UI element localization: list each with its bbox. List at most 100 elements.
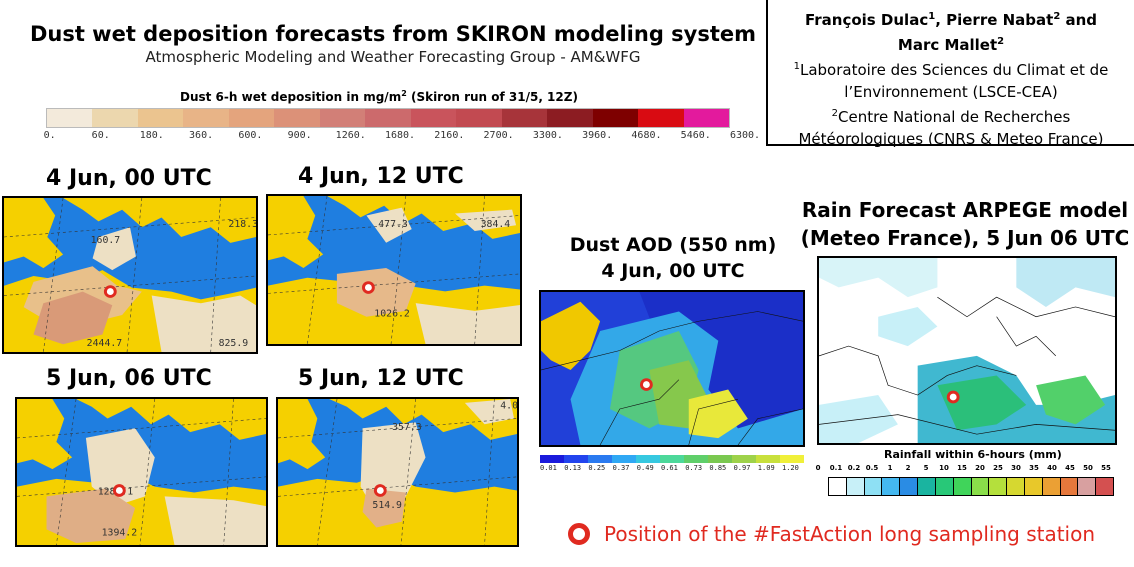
deposition-scale-swatch-9 bbox=[456, 109, 502, 127]
aod-scale-label: 0.97 bbox=[733, 464, 751, 472]
deposition-scale-label: 3300. bbox=[532, 130, 563, 141]
rain-scale-label: 1 bbox=[887, 464, 893, 472]
rain-scale-label: 45 bbox=[1065, 464, 1075, 472]
rain-scale-labels: 0 0.1 0.2 0.5 1 2 5 10 15 20 25 30 35 40 45 50 55 bbox=[815, 464, 1118, 474]
deposition-color-scale bbox=[46, 108, 730, 128]
rain-scale-swatch-4 bbox=[900, 478, 919, 495]
deposition-scale-swatch-0 bbox=[47, 109, 93, 127]
deposition-scale-label: 360. bbox=[189, 130, 214, 141]
rain-scale-swatch-11 bbox=[1024, 478, 1043, 495]
aod-scale-swatch-7 bbox=[708, 455, 732, 463]
aod-scale-label: 0.61 bbox=[661, 464, 678, 472]
aod-scale-label: 0.01 bbox=[540, 464, 557, 472]
deposition-scale-swatch-13 bbox=[638, 109, 684, 127]
deposition-scale-label: 3960. bbox=[582, 130, 613, 141]
rain-scale-label: 30 bbox=[1011, 464, 1021, 472]
page-title: Dust wet deposition forecasts from SKIRO… bbox=[29, 22, 757, 46]
rain-scale-swatch-15 bbox=[1096, 478, 1113, 495]
map-5jun-12: 357.3 4.0 514.9 bbox=[276, 397, 519, 547]
panel-label-4jun-00: 4 Jun, 00 UTC bbox=[46, 166, 212, 191]
legend-text: Position of the #FastAction long samplin… bbox=[604, 522, 1096, 546]
aod-scale-swatch-4 bbox=[636, 455, 660, 463]
station-marker-icon bbox=[946, 390, 960, 404]
aod-scale-label: 0.13 bbox=[564, 464, 582, 472]
rain-scale-swatch-2 bbox=[864, 478, 883, 495]
deposition-scale-swatch-2 bbox=[137, 109, 184, 127]
rain-scale-label: 20 bbox=[975, 464, 985, 472]
aod-scale-swatch-1 bbox=[564, 455, 588, 463]
deposition-scale-label: 60. bbox=[91, 130, 110, 141]
station-marker-icon bbox=[373, 484, 387, 497]
aod-scale-swatch-6 bbox=[684, 455, 708, 463]
aod-scale-label: 1.20 bbox=[782, 464, 799, 472]
rain-scale-label: 10 bbox=[939, 464, 949, 472]
panel-label-5jun-06: 5 Jun, 06 UTC bbox=[46, 366, 212, 391]
rain-scale-label: 0 bbox=[815, 464, 821, 472]
rain-scale-swatch-3 bbox=[882, 478, 901, 495]
station-marker-icon bbox=[568, 523, 590, 545]
authors-box: François Dulac1, Pierre Nabat2 and Marc … bbox=[766, 0, 1134, 148]
affiliation-2: 2Centre National de Recherches Météorolog… bbox=[798, 108, 1104, 148]
rain-scale-swatch-6 bbox=[935, 478, 954, 495]
deposition-scale-label: 2160. bbox=[434, 130, 465, 141]
rain-scale-label: 55 bbox=[1101, 464, 1111, 472]
deposition-scale-swatch-10 bbox=[501, 109, 548, 127]
aod-scale-label: 0.73 bbox=[685, 464, 703, 472]
deposition-scale-label: 180. bbox=[139, 130, 164, 141]
deposition-scale-swatch-7 bbox=[365, 109, 411, 127]
value-label: 1026.2 bbox=[374, 309, 410, 320]
station-legend: Position of the #FastAction long samplin… bbox=[568, 522, 1095, 546]
map-5jun-06: 1289.1 1394.2 bbox=[15, 397, 268, 547]
rain-scale-swatch-1 bbox=[846, 478, 865, 495]
rain-scale-swatch-12 bbox=[1042, 478, 1061, 495]
rain-scale-swatch-7 bbox=[953, 478, 972, 495]
aod-scale-label: 0.37 bbox=[612, 464, 630, 472]
aod-color-scale bbox=[540, 455, 804, 463]
deposition-scale-label: 6300. bbox=[729, 130, 761, 141]
deposition-scale-swatch-8 bbox=[410, 109, 457, 127]
aod-scale-swatch-10 bbox=[780, 455, 804, 463]
station-marker-icon bbox=[362, 281, 375, 294]
rain-scale-label: 5 bbox=[923, 464, 929, 472]
rain-scale-title: Rainfall within 6-hours (mm) bbox=[884, 448, 1062, 461]
value-label: 477.3 bbox=[378, 219, 408, 230]
aod-scale-label: 0.49 bbox=[636, 464, 654, 472]
page-subtitle: Atmospheric Modeling and Weather Forecas… bbox=[145, 48, 641, 66]
aod-scale-swatch-8 bbox=[732, 455, 756, 463]
value-label: 514.9 bbox=[372, 500, 402, 511]
map-4jun-00: 160.7 218.3 2444.7 825.9 bbox=[2, 196, 258, 354]
aod-scale-label: 0.85 bbox=[709, 464, 727, 472]
rain-scale-label: 0.5 bbox=[865, 464, 879, 472]
rain-scale-label: 2 bbox=[905, 464, 911, 472]
deposition-scale-labels: 0. 60. 180. 360. 600. 900. 1260. 1680. 2160. 2700… bbox=[43, 130, 766, 144]
rain-scale-swatch-0 bbox=[829, 478, 847, 495]
deposition-scale-swatch-14 bbox=[683, 109, 730, 127]
deposition-scale-swatch-3 bbox=[183, 109, 229, 127]
panel-label-4jun-12: 4 Jun, 12 UTC bbox=[298, 164, 464, 189]
deposition-scale-swatch-4 bbox=[228, 109, 275, 127]
rain-scale-label: 40 bbox=[1047, 464, 1057, 472]
value-label: 218.3 bbox=[228, 219, 256, 230]
affiliation-1: 1Laboratoire des Sciences du Climat et d… bbox=[793, 61, 1109, 101]
value-label: 160.7 bbox=[91, 235, 121, 246]
deposition-scale-swatch-11 bbox=[547, 109, 593, 127]
rain-scale-swatch-9 bbox=[989, 478, 1008, 495]
deposition-scale-label: 0. bbox=[43, 130, 56, 141]
map-4jun-12: 477.3 384.4 1026.2 bbox=[266, 194, 522, 346]
rain-scale-swatch-5 bbox=[918, 478, 936, 495]
rain-color-scale bbox=[828, 477, 1114, 496]
rain-scale-label: 50 bbox=[1083, 464, 1093, 472]
rain-scale-swatch-10 bbox=[1007, 478, 1025, 495]
map-dust-aod bbox=[539, 290, 805, 447]
rain-scale-swatch-13 bbox=[1060, 478, 1079, 495]
aod-scale-label: 0.25 bbox=[588, 464, 606, 472]
deposition-scale-swatch-5 bbox=[274, 109, 320, 127]
value-label: 384.4 bbox=[481, 219, 511, 230]
rain-scale-label: 0.2 bbox=[847, 464, 861, 472]
deposition-scale-label: 900. bbox=[287, 130, 312, 141]
station-marker-icon bbox=[639, 378, 653, 391]
aod-scale-swatch-2 bbox=[588, 455, 612, 463]
value-label: 1394.2 bbox=[102, 527, 138, 538]
deposition-scale-label: 600. bbox=[238, 130, 263, 141]
author-names: François Dulac1, Pierre Nabat2 and Marc … bbox=[804, 11, 1098, 54]
